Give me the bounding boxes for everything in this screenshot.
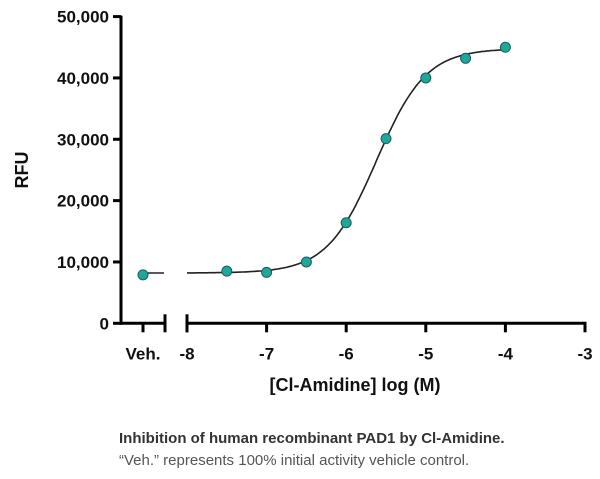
data-point <box>499 41 511 53</box>
y-tick-label: 50,000 <box>57 8 109 27</box>
x-tick-label: -3 <box>577 344 592 363</box>
vehicle-point <box>137 269 149 281</box>
y-tick-label: 10,000 <box>57 253 109 272</box>
data-points <box>137 41 511 281</box>
y-tick-label: 30,000 <box>57 130 109 149</box>
x-tick-label: -6 <box>339 344 354 363</box>
x-tick-label: -4 <box>498 344 514 363</box>
fit-curve-group <box>143 48 506 274</box>
y-tick-label: 20,000 <box>57 192 109 211</box>
axes: 0 10,000 20,000 30,000 40,000 50,000 Veh. -8 -7 -… <box>57 8 593 364</box>
data-point <box>261 266 273 278</box>
y-axis-label: RFU <box>12 152 32 189</box>
data-point <box>420 72 432 84</box>
data-point <box>340 217 352 229</box>
data-point <box>300 256 312 268</box>
y-tick-label: 0 <box>100 314 109 333</box>
x-tick-label-vehicle: Veh. <box>126 344 161 363</box>
data-point <box>460 52 472 64</box>
fit-curve <box>187 48 506 274</box>
x-tick-label: -5 <box>418 344 433 363</box>
x-axis-label: [Cl-Amidine] log (M) <box>270 375 441 395</box>
caption-title: Inhibition of human recombinant PAD1 by … <box>119 430 505 447</box>
caption-note: “Veh.” represents 100% initial activity … <box>119 452 470 469</box>
data-point <box>221 265 233 277</box>
x-tick-label: -8 <box>179 344 194 363</box>
x-tick-label: -7 <box>259 344 274 363</box>
y-tick-label: 40,000 <box>57 69 109 88</box>
data-point <box>380 133 392 145</box>
